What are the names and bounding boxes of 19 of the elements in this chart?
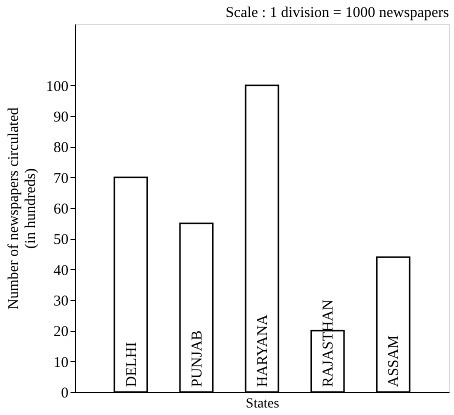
y-tick-label: 90	[54, 110, 68, 126]
x-tick-label: DELHI	[124, 342, 140, 387]
y-tick-label: 50	[54, 232, 68, 248]
x-tick-label: ASSAM	[386, 335, 402, 387]
y-tick-label: 10	[54, 354, 68, 371]
y-tick-label: 0	[61, 386, 68, 402]
y-tick-label: 100	[46, 78, 68, 95]
y-tick-label: 70	[54, 170, 68, 187]
y-tick-label: 40	[54, 262, 68, 279]
x-axis-title: States	[246, 396, 280, 412]
y-tick-label: 80	[54, 140, 68, 156]
y-tick-label: 60	[54, 202, 68, 218]
x-tick-label: RAJASTHAN	[320, 299, 337, 387]
y-tick-label: 30	[54, 294, 68, 310]
y-axis-title: Number of newspapers circulated (in hundreds)	[6, 107, 39, 310]
x-tick-label: PUNJAB	[189, 330, 206, 387]
text: Scale : 1 division = 1000 newspapers	[226, 5, 450, 21]
y-tick-label: 20	[54, 324, 68, 340]
x-tick-label: HARYANA	[255, 314, 271, 387]
